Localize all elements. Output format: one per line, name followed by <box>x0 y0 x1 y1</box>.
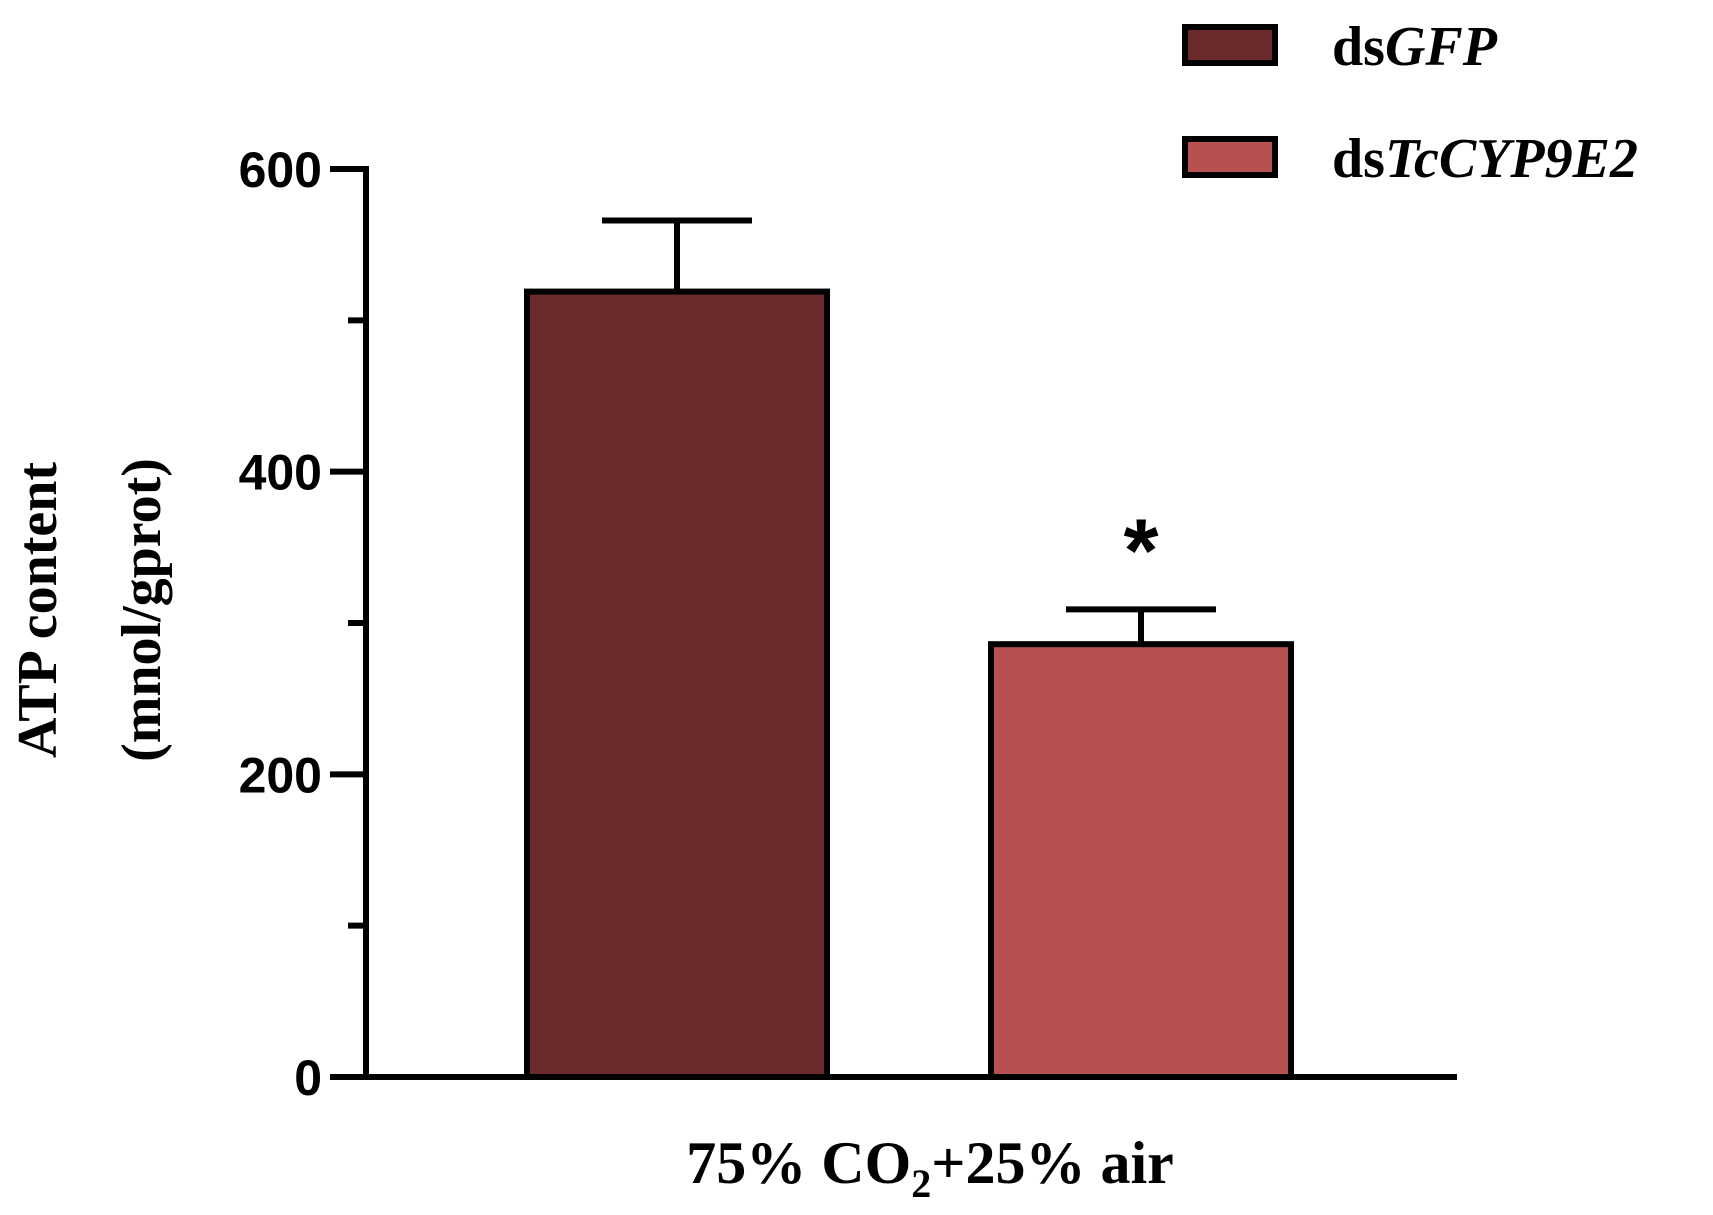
bars <box>524 288 1294 1080</box>
x-category-label-prefix: 75% CO <box>686 1130 911 1196</box>
y-tick-label-400: 400 <box>239 445 322 501</box>
x-category-label-subscript: 2 <box>911 1161 931 1206</box>
y-axis: 0 200 400 600 <box>239 142 369 1106</box>
legend-label-italic-dsTcCYP9E2: TcCYP9E2 <box>1385 128 1638 190</box>
legend-label-italic-dsGFP: GFP <box>1385 16 1498 78</box>
y-tick-label-200: 200 <box>239 747 322 803</box>
y-tick-label-0: 0 <box>294 1050 322 1106</box>
legend-swatch-dsGFP <box>1182 24 1278 66</box>
y-axis-title-line2: (mnol/gprot) <box>111 458 173 762</box>
y-axis-title-line1: ATP content <box>7 462 69 758</box>
x-category-label-suffix: +25% air <box>931 1130 1174 1196</box>
error-bars: * <box>602 217 1216 645</box>
legend-label-dsTcCYP9E2: dsTcCYP9E2 <box>1332 128 1638 190</box>
legend-label-dsGFP: dsGFP <box>1332 16 1498 78</box>
legend-label-prefix-dsTcCYP9E2: ds <box>1332 128 1385 190</box>
legend-swatch-dsTcCYP9E2 <box>1182 136 1278 178</box>
legend-label-prefix-dsGFP: ds <box>1332 16 1385 78</box>
x-category-label: 75% CO2+25% air <box>686 1130 1174 1206</box>
y-tick-label-600: 600 <box>239 142 322 198</box>
bar-dsTcCYP9E2 <box>988 641 1294 1080</box>
significance-marker-dsTcCYP9E2: * <box>1123 501 1158 601</box>
bar-dsGFP <box>524 288 830 1080</box>
